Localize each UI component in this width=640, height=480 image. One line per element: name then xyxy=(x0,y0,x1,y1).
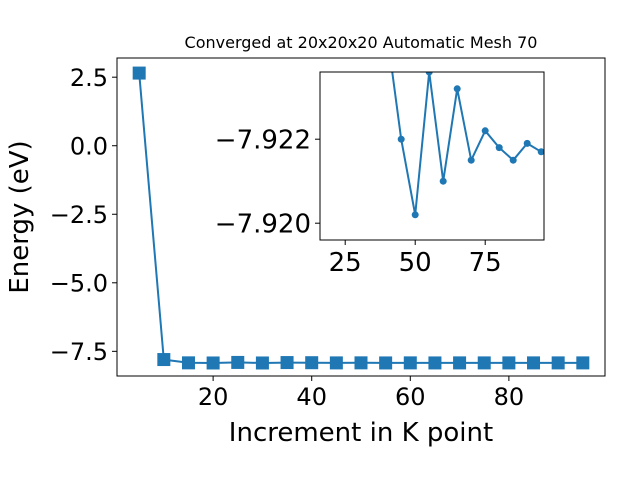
main-x-tick-label: 40 xyxy=(296,383,327,411)
main-data-point xyxy=(453,356,467,370)
inset-data-point xyxy=(509,156,517,164)
main-data-point xyxy=(576,356,590,370)
inset-x-tick-label: 25 xyxy=(329,248,362,278)
inset-y-tick-label: −7.920 xyxy=(215,210,311,240)
inset-data-point xyxy=(495,144,503,152)
main-data-point xyxy=(231,355,245,369)
main-data-point xyxy=(403,356,417,370)
main-data-point xyxy=(181,356,195,370)
main-data-point xyxy=(379,356,393,370)
main-data-point xyxy=(551,356,565,370)
main-data-point xyxy=(132,66,146,80)
inset-x-tick-label: 50 xyxy=(399,248,432,278)
main-y-tick-label: 0.0 xyxy=(70,132,108,160)
main-x-tick-label: 80 xyxy=(494,383,525,411)
main-data-point xyxy=(157,353,171,367)
main-x-tick-label: 20 xyxy=(198,383,229,411)
inset-data-point xyxy=(481,127,489,135)
inset-series-line xyxy=(391,72,542,216)
inset-data-point xyxy=(397,135,405,143)
main-data-point xyxy=(329,356,343,370)
main-data-point xyxy=(428,356,442,370)
main-data-point xyxy=(477,356,491,370)
main-data-point xyxy=(305,356,319,370)
inset-data-point xyxy=(425,72,433,76)
inset-data-point xyxy=(439,177,447,185)
main-plot-frame xyxy=(116,57,606,377)
chart-title: Converged at 20x20x20 Automatic Mesh 70 xyxy=(185,33,538,52)
main-y-tick-label: 2.5 xyxy=(70,64,108,92)
inset-data-point xyxy=(453,85,461,93)
inset-data-point xyxy=(411,211,419,219)
main-data-point xyxy=(502,356,516,370)
y-axis-label: Energy (eV) xyxy=(5,140,35,293)
main-data-point xyxy=(255,356,269,370)
main-y-tick-label: −2.5 xyxy=(50,201,108,229)
inset-data-point xyxy=(537,148,544,156)
main-y-tick-label: −5.0 xyxy=(50,269,108,297)
main-data-point xyxy=(354,356,368,370)
inset-plot-frame xyxy=(319,71,545,241)
inset-data-point xyxy=(467,156,475,164)
inset-x-tick-label: 75 xyxy=(469,248,502,278)
main-data-point xyxy=(206,356,220,370)
x-axis-label: Increment in K point xyxy=(229,418,493,448)
inset-data-point xyxy=(523,139,531,147)
inset-y-tick-label: −7.922 xyxy=(215,126,311,156)
main-x-tick-label: 60 xyxy=(395,383,426,411)
main-data-point xyxy=(527,356,541,370)
main-data-point xyxy=(280,356,294,370)
main-y-tick-label: −7.5 xyxy=(50,338,108,366)
